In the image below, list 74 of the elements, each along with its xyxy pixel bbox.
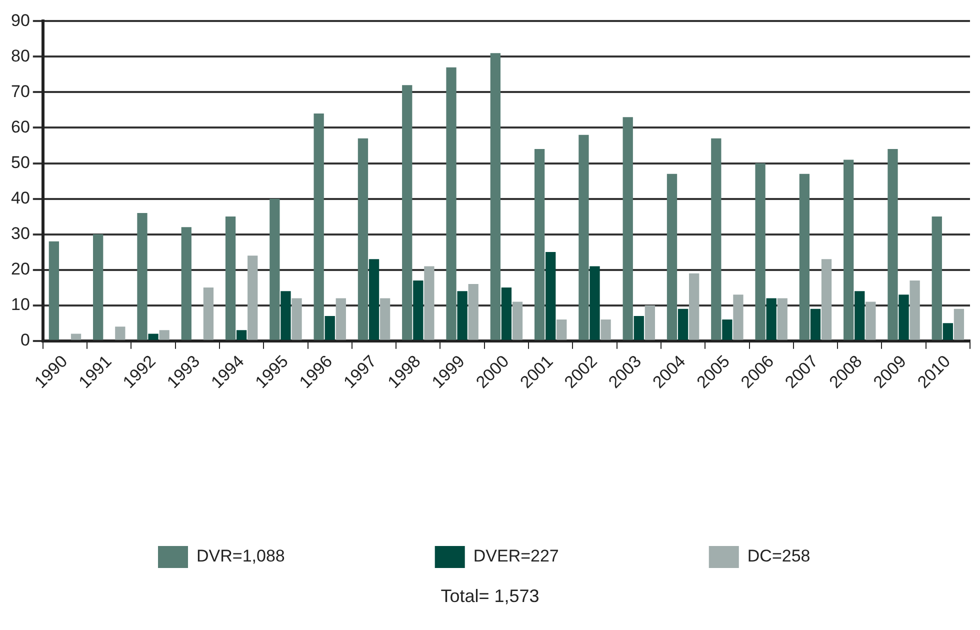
y-tick-label: 90 — [10, 10, 30, 30]
bar — [137, 212, 148, 340]
bar — [446, 67, 456, 340]
y-tick-label: 10 — [10, 295, 30, 314]
bar — [280, 291, 291, 340]
text: Total= 1,573 — [440, 586, 540, 607]
legend-label: DC=258 — [747, 546, 810, 566]
bar — [844, 160, 854, 340]
bar — [600, 320, 611, 340]
bar — [314, 114, 324, 340]
bar — [358, 138, 368, 340]
bar — [622, 117, 633, 340]
bar — [368, 259, 380, 340]
bar — [755, 163, 766, 340]
bar — [766, 298, 776, 340]
bar — [402, 85, 412, 340]
bar — [512, 302, 523, 340]
y-tick-label: 40 — [10, 188, 30, 208]
bar — [810, 308, 821, 340]
bar — [70, 334, 82, 340]
bar — [711, 138, 722, 340]
bar — [689, 273, 700, 340]
legend-label: DVR=1,088 — [196, 546, 285, 566]
bar — [932, 216, 942, 340]
bar — [556, 320, 567, 340]
bar — [910, 280, 920, 340]
bar — [457, 291, 468, 340]
bar — [424, 266, 434, 340]
bar — [634, 316, 644, 340]
bar — [722, 320, 732, 340]
bar — [93, 234, 104, 340]
bar — [336, 298, 346, 340]
bar — [292, 298, 302, 340]
bar — [181, 227, 192, 340]
y-tick-label: 20 — [10, 259, 30, 278]
y-tick-label: 60 — [10, 117, 30, 136]
bar — [380, 298, 390, 340]
y-tick-label: 30 — [10, 224, 30, 243]
bar — [777, 298, 788, 340]
bar — [48, 241, 60, 340]
bar — [888, 149, 898, 340]
bar — [678, 308, 688, 340]
bar — [248, 256, 258, 340]
bar — [534, 149, 545, 340]
bar — [203, 288, 214, 340]
legend-label: DVER=227 — [473, 546, 559, 566]
bar — [148, 334, 158, 340]
bar — [236, 330, 247, 340]
bar — [490, 53, 500, 340]
bar — [866, 302, 876, 340]
bar — [666, 174, 678, 340]
bar — [733, 294, 744, 340]
bar — [468, 284, 478, 340]
bar — [324, 316, 335, 340]
bar — [546, 252, 556, 340]
bar — [821, 259, 832, 340]
bar — [501, 288, 512, 340]
bar — [578, 134, 589, 340]
bar — [225, 216, 236, 340]
bar — [898, 294, 909, 340]
bar — [854, 291, 865, 340]
bar — [413, 280, 424, 340]
bar — [115, 326, 126, 340]
bar — [799, 174, 810, 340]
y-tick-label: 80 — [10, 46, 30, 66]
bar — [644, 305, 656, 340]
bar — [954, 308, 964, 340]
bar — [270, 198, 280, 340]
bar — [942, 323, 954, 340]
y-tick-label: 70 — [10, 82, 30, 101]
y-tick-label: 50 — [10, 152, 30, 172]
y-tick-label: 0 — [20, 330, 30, 350]
bar — [590, 266, 600, 340]
bar — [159, 330, 170, 340]
